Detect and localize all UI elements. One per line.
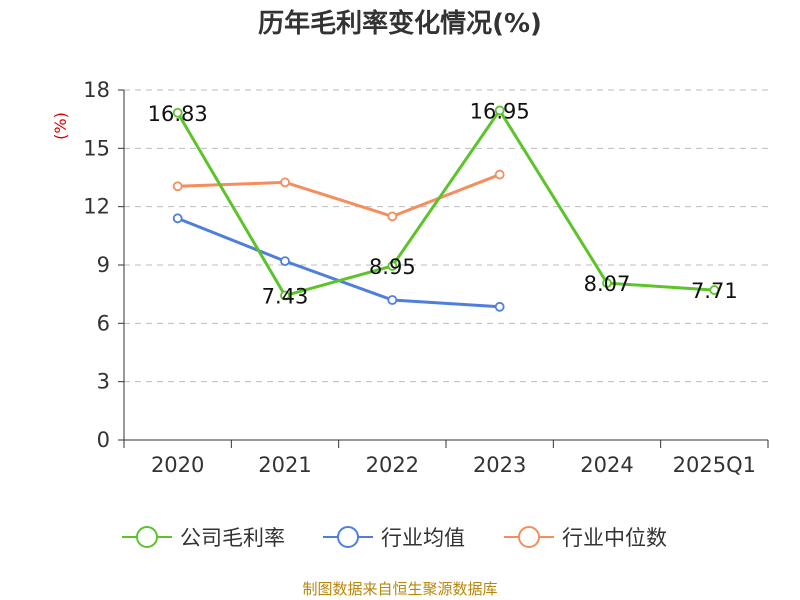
data-point [172,213,183,224]
data-point [494,169,505,180]
y-tick-label: 12 [83,195,110,219]
x-tick-label: 2024 [580,453,633,477]
data-point [387,261,398,271]
data-label: 16.83 [148,102,208,126]
y-tick-label: 15 [83,136,110,160]
y-axis-label: (%) [51,112,70,140]
x-tick-label: 2020 [151,453,204,477]
data-point [280,256,290,267]
legend-marker [518,526,540,548]
legend-marker [337,526,359,548]
data-point [280,177,290,188]
data-point [494,105,505,116]
x-tick-label: 2021 [258,453,311,477]
legend-label: 行业均值 [381,526,465,550]
y-tick-label: 18 [83,78,110,102]
plot-area: 16.83 7.43 8.95 16.95 8.07 7.71 [148,99,738,312]
series-line [176,108,715,298]
chart-title: 历年毛利率变化情况(%) [258,8,542,39]
data-point [387,295,398,305]
data-point [280,290,290,301]
data-point [172,107,183,118]
x-tick-label: 2023 [473,453,526,477]
y-tick-label: 0 [97,428,110,452]
x-tick-label: 2022 [366,453,419,477]
data-point [172,181,183,192]
data-point [494,301,505,312]
source-note: 制图数据来自恒生聚源数据库 [302,580,497,598]
axes: 0 3 6 9 12 15 18 2020 2021 2022 2023 2024 2025Q1 [83,78,769,477]
legend-label: 公司毛利率 [180,526,285,550]
legend: 公司毛利率 行业均值 行业中位数 [122,526,667,550]
series-line [177,216,500,309]
data-label: 7.43 [262,285,309,309]
series-line [177,173,501,218]
y-tick-label: 3 [97,370,110,394]
data-label: 16.95 [470,99,530,123]
data-label: 7.71 [691,279,738,303]
y-tick-label: 6 [97,311,110,335]
data-label: 8.07 [584,272,631,296]
data-point [709,285,720,295]
data-label: 8.95 [369,255,416,279]
data-point [387,211,398,222]
legend-marker [136,526,158,548]
grid-lines [124,89,768,383]
x-tick-label: 2025Q1 [673,453,756,477]
y-tick-label: 9 [97,253,110,277]
legend-label: 行业中位数 [562,526,667,550]
data-point [602,278,612,288]
